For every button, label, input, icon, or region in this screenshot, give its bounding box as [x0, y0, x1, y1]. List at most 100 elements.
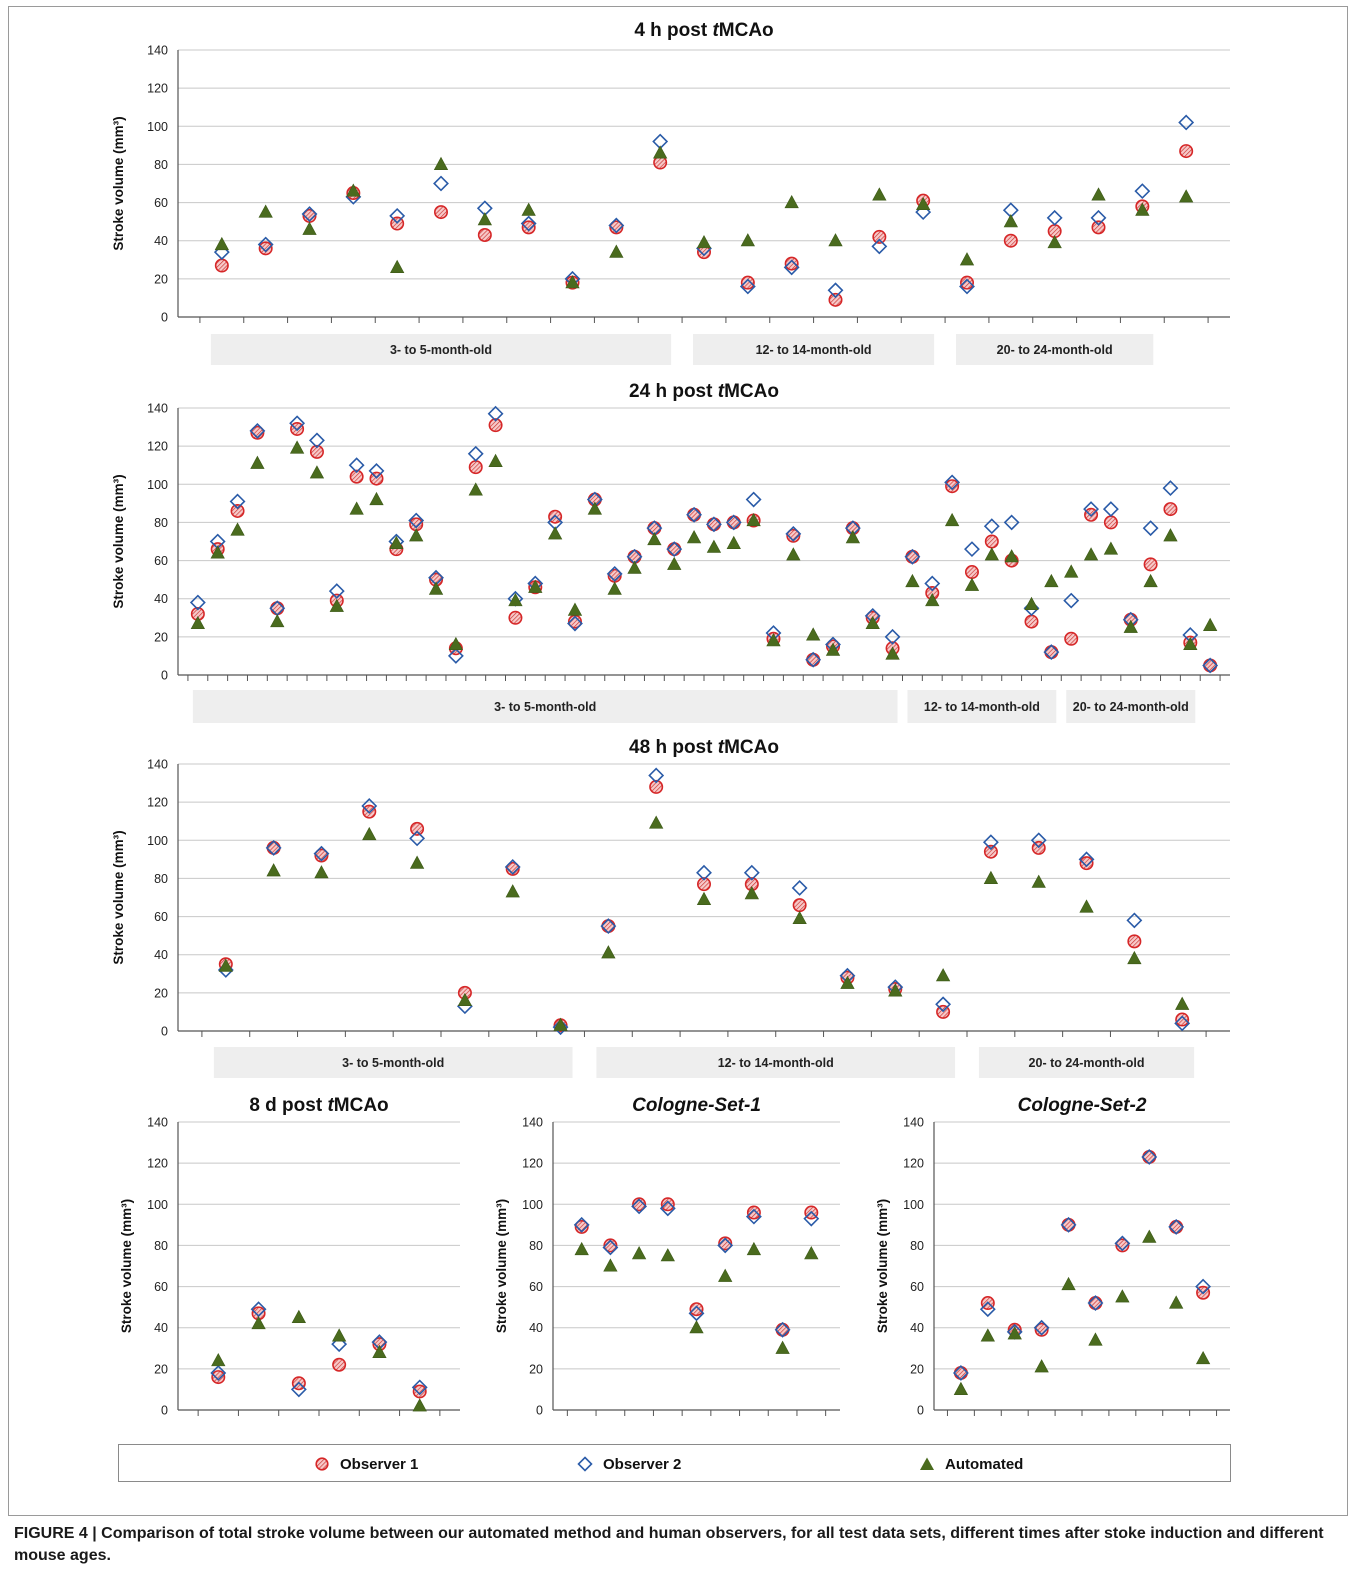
point-observer-1 — [953, 1365, 968, 1380]
series-automated — [211, 1309, 427, 1412]
point-observer-1 — [775, 1322, 790, 1337]
point-observer-2 — [952, 1365, 969, 1381]
age-group-label: 20- to 24-month-old — [997, 343, 1113, 357]
series-observer-1 — [214, 144, 1194, 307]
point-observer-1 — [574, 1219, 589, 1234]
series-observer-2 — [213, 114, 1195, 299]
point-automated — [362, 826, 377, 841]
point-automated — [346, 183, 361, 197]
point-automated — [726, 535, 741, 549]
series-automated — [218, 815, 1190, 1031]
point-observer-1 — [508, 610, 523, 625]
chart-panel-4-h-post-tmcao: 4 h post tMCAo 0 20 40 60 80 100 120 140 Stroke v… — [111, 20, 1230, 365]
point-observer-1 — [959, 275, 974, 290]
point-observer-2 — [504, 859, 521, 875]
point-automated — [251, 1315, 266, 1330]
y-tick-label: 80 — [910, 1239, 924, 1253]
y-tick-label: 0 — [161, 311, 168, 325]
point-observer-1 — [349, 469, 364, 484]
age-group-label: 20- to 24-month-old — [1029, 1056, 1145, 1070]
point-observer-1 — [505, 861, 520, 876]
point-observer-2 — [1087, 1295, 1104, 1311]
point-automated — [935, 968, 951, 982]
age-group-band — [192, 690, 898, 723]
point-observer-1 — [1179, 144, 1194, 159]
point-observer-2 — [805, 651, 822, 668]
y-tick-label: 0 — [917, 1404, 924, 1418]
chart-title: Cologne-Set-2 — [1018, 1095, 1147, 1116]
point-observer-2 — [743, 864, 760, 881]
y-tick-label: 140 — [903, 1116, 924, 1130]
point-automated — [349, 501, 364, 515]
age-group-band — [956, 334, 1154, 365]
point-observer-2 — [487, 405, 504, 422]
point-observer-1 — [1044, 645, 1059, 660]
age-group-label: 12- to 14-month-old — [924, 700, 1040, 714]
point-automated — [775, 1340, 790, 1354]
y-tick-label: 60 — [154, 196, 168, 210]
point-automated — [505, 884, 520, 898]
point-observer-2 — [301, 206, 318, 222]
point-automated — [567, 602, 583, 616]
point-automated — [792, 910, 807, 925]
point-automated — [477, 212, 492, 226]
triangle-marker-icon — [920, 1457, 934, 1470]
point-automated — [631, 1246, 647, 1260]
point-automated — [983, 870, 999, 884]
point-observer-2 — [229, 493, 246, 510]
point-observer-2 — [1126, 912, 1143, 929]
point-observer-2 — [411, 1379, 428, 1396]
point-automated — [653, 145, 668, 159]
point-automated — [1031, 874, 1046, 888]
point-observer-1 — [964, 565, 979, 580]
point-observer-2 — [467, 445, 484, 462]
point-observer-1 — [1079, 856, 1094, 871]
point-observer-1 — [1127, 934, 1142, 949]
point-observer-2 — [1114, 1235, 1131, 1252]
point-observer-2 — [573, 1216, 590, 1233]
point-automated — [1004, 549, 1019, 563]
point-observer-2 — [1141, 1149, 1158, 1165]
point-automated — [1123, 619, 1138, 633]
point-automated — [696, 891, 712, 905]
y-tick-label: 100 — [903, 1198, 924, 1212]
chart-panel-cologne-set-2: Cologne-Set-2 0 20 40 60 80 100 120 140 Stroke vo… — [875, 1095, 1230, 1418]
point-observer-2 — [705, 516, 722, 533]
point-automated — [258, 204, 273, 218]
point-observer-2 — [959, 278, 975, 295]
point-observer-2 — [433, 175, 449, 192]
y-tick-label: 120 — [147, 796, 168, 810]
point-automated — [706, 539, 722, 553]
point-automated — [959, 252, 975, 266]
point-automated — [1175, 996, 1190, 1010]
point-automated — [250, 455, 265, 469]
point-observer-2 — [871, 238, 888, 255]
point-observer-2 — [309, 432, 325, 449]
y-tick-label: 80 — [154, 872, 168, 886]
point-observer-2 — [447, 647, 464, 664]
y-tick-label: 60 — [529, 1280, 543, 1294]
point-automated — [784, 194, 799, 209]
point-automated — [433, 156, 449, 170]
point-automated — [1024, 596, 1039, 610]
series-observer-2 — [210, 1301, 428, 1398]
point-observer-1 — [806, 652, 821, 667]
chart-panel-8-d-post-tmcao: 8 d post tMCAo 0 20 40 60 80 100 120 140 Stroke v… — [119, 1095, 460, 1418]
point-observer-1 — [740, 275, 755, 290]
legend-label: Automated — [945, 1455, 1024, 1473]
point-observer-2 — [520, 215, 537, 232]
point-automated — [1044, 573, 1059, 588]
point-automated — [214, 236, 229, 251]
point-automated — [468, 482, 483, 496]
age-group-band — [693, 334, 935, 365]
age-group-band — [596, 1047, 956, 1078]
y-tick-label: 20 — [154, 630, 168, 644]
series-observer-2 — [952, 1149, 1212, 1381]
y-tick-label: 120 — [903, 1157, 924, 1171]
point-observer-1 — [412, 1384, 427, 1399]
point-automated — [1003, 214, 1018, 228]
point-automated — [825, 642, 841, 656]
point-observer-2 — [361, 798, 378, 814]
legend-label: Observer 1 — [340, 1455, 419, 1473]
y-axis-label: Stroke volume (mm³) — [111, 116, 126, 250]
